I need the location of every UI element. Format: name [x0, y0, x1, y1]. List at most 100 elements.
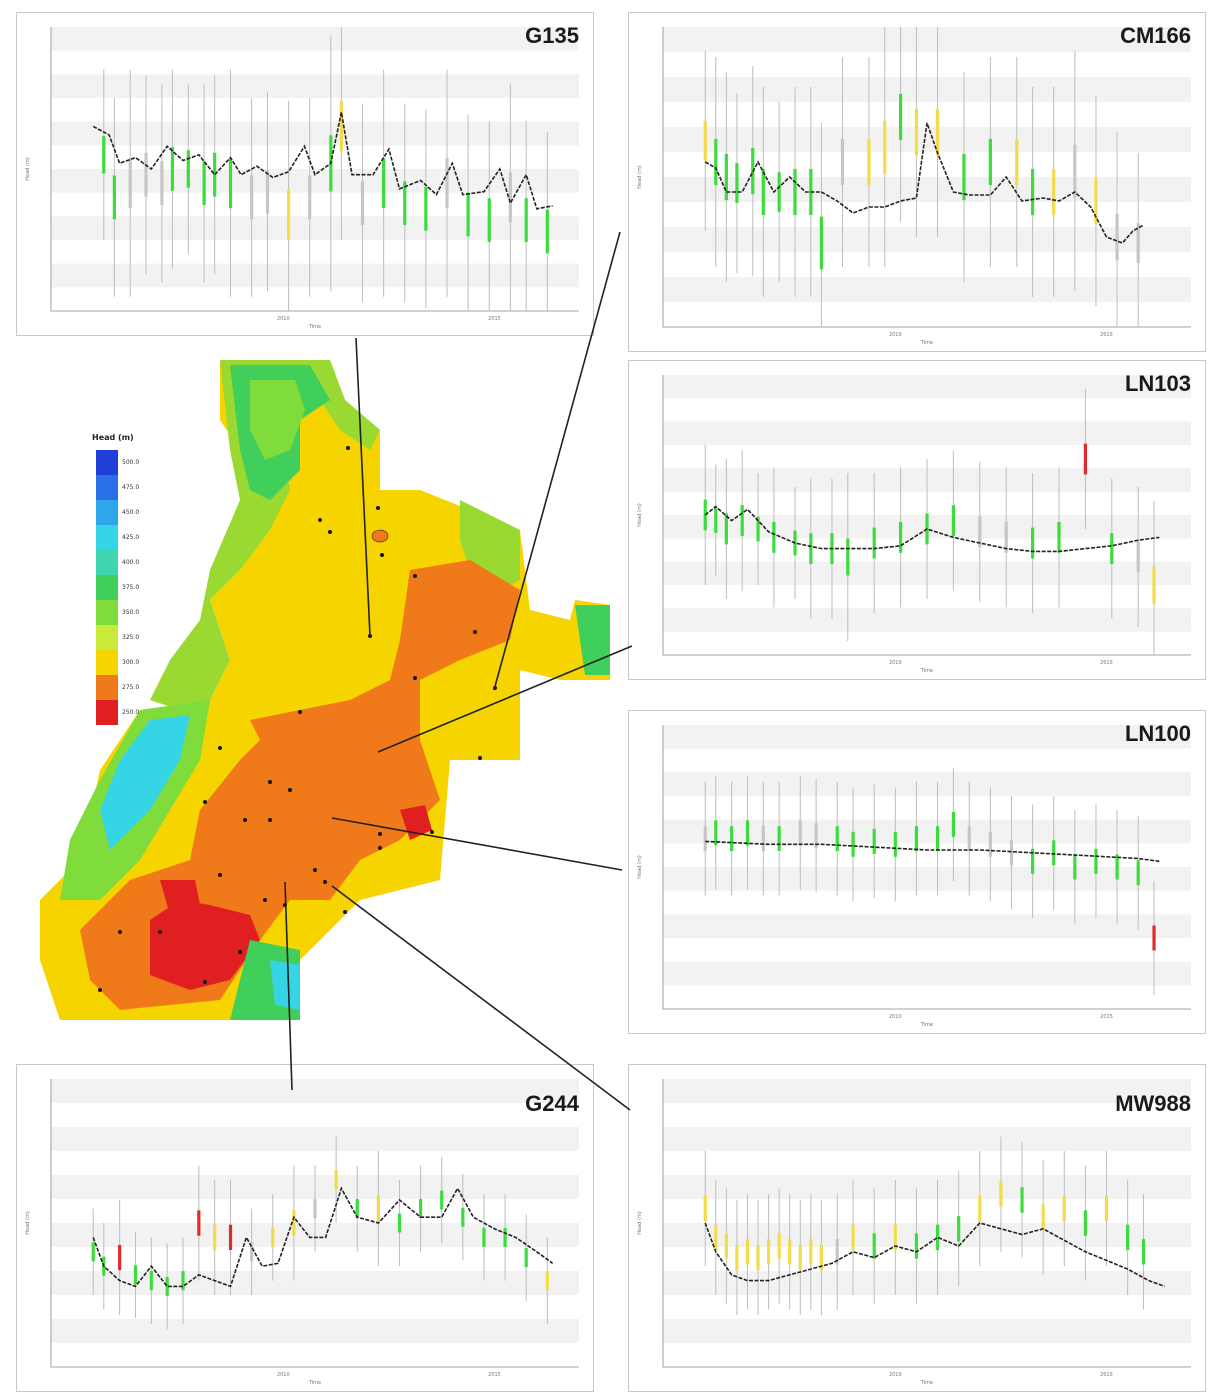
chart-panel-ln103: 2010 2015 Time Head (m) LN103 [628, 360, 1206, 680]
grid-band [663, 27, 1191, 52]
obs-bar [730, 826, 734, 852]
obs-bar [872, 527, 876, 559]
legend-title: Head (m) [92, 433, 134, 442]
obs-bar [265, 169, 270, 214]
axis-frame [662, 725, 1191, 1010]
obs-bar [186, 150, 190, 188]
obs-bar [1031, 848, 1035, 874]
obs-bar [461, 1207, 465, 1227]
grid-band [663, 608, 1191, 632]
chart-panel-g135: 2010 2015 Time Head (m) G135 [16, 12, 594, 336]
legend-swatch [96, 500, 118, 525]
obs-bar [1136, 223, 1140, 263]
obs-bar [1009, 840, 1014, 866]
obs-bar [524, 1248, 528, 1268]
obs-bar [893, 1224, 897, 1251]
obs-bar [170, 147, 175, 191]
obs-bar [213, 152, 217, 197]
chart-g135: 2010 2015 Time Head (m) [25, 27, 579, 330]
obs-bar [397, 1213, 402, 1233]
obs-bar [292, 1210, 296, 1236]
obs-bar [1057, 522, 1061, 553]
obs-bar [883, 120, 887, 174]
chart-g244: 2010 2015 Time Head (m) [25, 1079, 579, 1386]
obs-bar [724, 1233, 728, 1259]
obs-bar [165, 1276, 169, 1296]
obs-bar [1141, 1239, 1146, 1265]
obs-bar [1031, 168, 1035, 216]
obs-bar [102, 136, 106, 174]
obs-bar [133, 1265, 138, 1285]
legend-label: 425.0 [122, 534, 139, 541]
obs-bar [835, 1239, 839, 1265]
obs-bar [1015, 138, 1019, 186]
obs-bar [809, 533, 813, 564]
obs-bar [1136, 860, 1140, 886]
obs-bar [819, 1244, 823, 1271]
grid-band [663, 77, 1191, 102]
y-axis-label: Head (m) [637, 503, 643, 526]
obs-bar [962, 153, 966, 201]
obs-bar [112, 175, 116, 220]
obs-bar [846, 538, 850, 576]
obs-bar [851, 831, 855, 857]
grid-band [663, 1127, 1191, 1151]
legend-swatch [96, 575, 118, 600]
model-line [704, 1222, 1165, 1288]
obs-bar [466, 192, 470, 237]
chart-panel-ln100: 2010 2015 Time Head (m) LN100 [628, 710, 1206, 1034]
grid-band [663, 1079, 1191, 1103]
x-tick-label: 2010 [277, 316, 290, 322]
obs-bar [1083, 1210, 1087, 1236]
model-line [705, 840, 1160, 863]
grid-band [663, 819, 1191, 844]
obs-bar [724, 513, 728, 545]
legend-swatch [96, 625, 118, 650]
obs-bar [835, 826, 839, 852]
obs-bar [935, 826, 940, 852]
obs-bar [508, 172, 512, 223]
x-tick-label: 2015 [1100, 1014, 1113, 1020]
obs-bar [914, 826, 919, 852]
grid-band [663, 1223, 1191, 1247]
obs-bar [160, 161, 164, 206]
axis-frame [50, 27, 579, 312]
x-tick-label: 2010 [889, 1014, 902, 1020]
obs-bar [756, 1244, 760, 1271]
x-axis-label: Time [920, 1022, 933, 1028]
obs-bar [840, 138, 845, 186]
head-contour-map: Head (m) 500.0 475.0 450.0 425.0 400.0 375.0 3… [40, 360, 610, 1020]
y-axis-label: Head (m) [637, 855, 643, 878]
y-axis-label: Head (m) [25, 157, 31, 180]
obs-bar [1073, 854, 1077, 880]
chart-ln100: 2010 2015 Time Head (m) [637, 725, 1191, 1028]
obs-bar [703, 826, 707, 852]
obs-bar [935, 108, 940, 156]
obs-bar [424, 186, 428, 231]
model-line [92, 1186, 554, 1288]
obs-bar [967, 826, 971, 852]
obs-bar [978, 1195, 982, 1222]
obs-bar [149, 1271, 153, 1291]
obs-bar [761, 826, 765, 852]
obs-bar [91, 1242, 95, 1262]
obs-bar [228, 158, 233, 209]
obs-bar [1041, 1204, 1045, 1230]
legend-swatch [96, 650, 118, 675]
obs-bar [777, 1233, 781, 1259]
obs-bar [809, 1239, 813, 1265]
obs-bar [213, 1224, 217, 1251]
obs-bar [202, 161, 206, 206]
obs-bar [714, 508, 718, 533]
obs-bar [128, 158, 132, 209]
x-axis-label: Time [308, 1380, 321, 1386]
obs-bar [703, 121, 707, 161]
obs-bar [419, 1199, 423, 1219]
obs-bar [1104, 1195, 1109, 1222]
obs-bar [735, 1244, 739, 1271]
chart-title-cm166: CM166 [1120, 23, 1191, 48]
obs-bar [250, 175, 254, 220]
grid-band [51, 1271, 579, 1295]
grid-band [663, 961, 1191, 986]
obs-bar [714, 138, 718, 186]
